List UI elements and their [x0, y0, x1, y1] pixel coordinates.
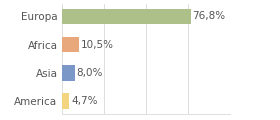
Text: 4,7%: 4,7% [71, 96, 98, 106]
Text: 76,8%: 76,8% [192, 11, 225, 21]
Bar [62, 37, 79, 52]
Text: 8,0%: 8,0% [77, 68, 103, 78]
Text: 10,5%: 10,5% [81, 40, 114, 50]
Bar [62, 9, 191, 24]
Bar [62, 65, 75, 81]
Bar [62, 93, 69, 109]
